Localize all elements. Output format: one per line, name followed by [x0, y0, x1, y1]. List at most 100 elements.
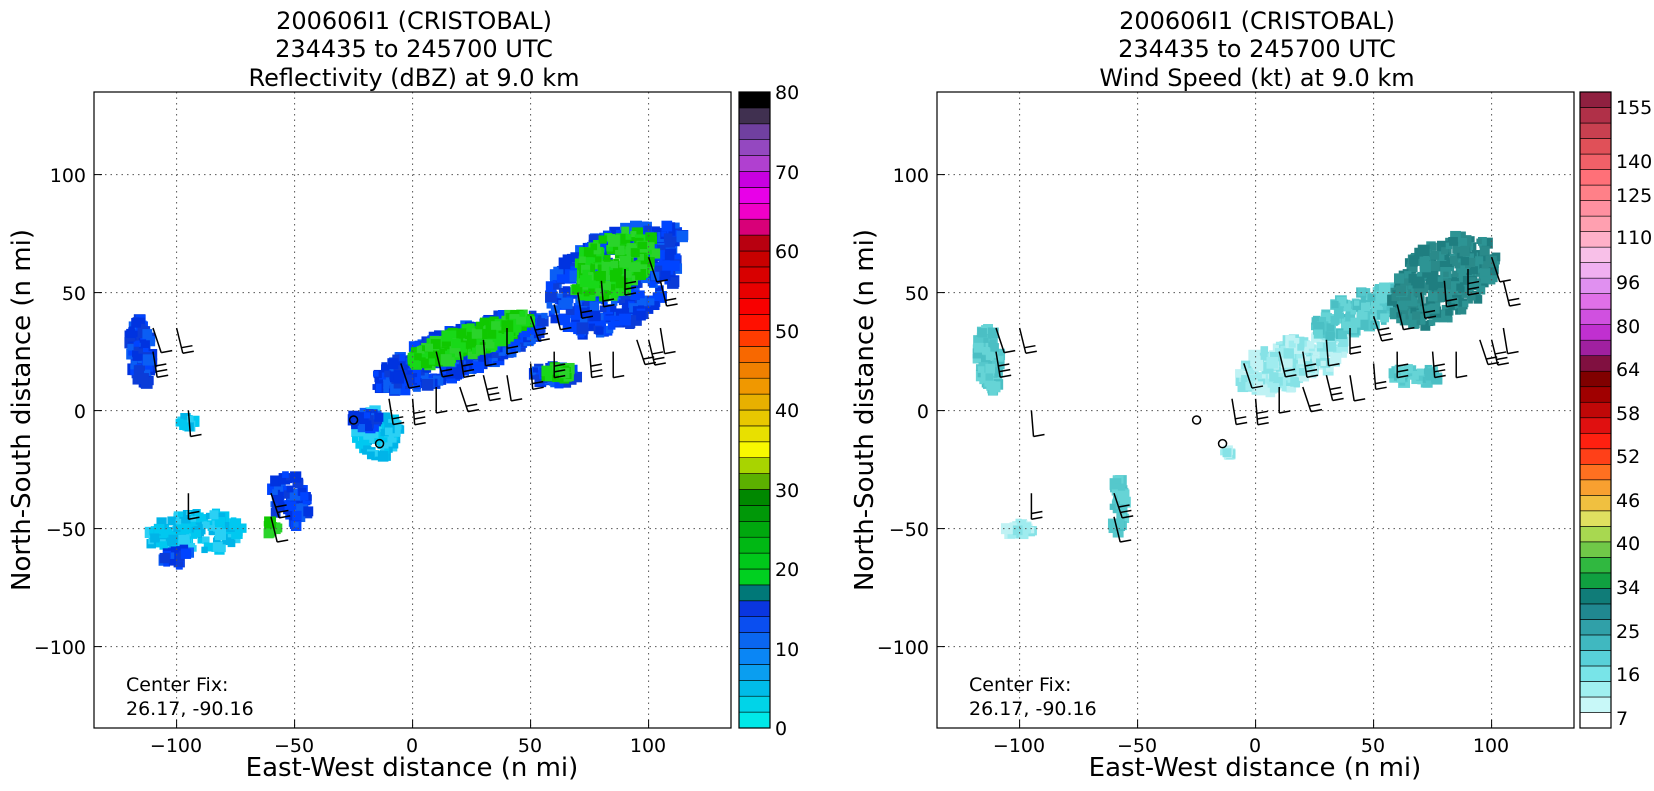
echo-cell	[541, 366, 552, 377]
colorbar-swatch	[739, 362, 770, 378]
colorbar-swatch	[739, 124, 770, 140]
echo-cell	[1317, 342, 1323, 348]
echo-cell	[394, 373, 404, 383]
echo-cell	[640, 242, 647, 249]
wind-barb	[507, 375, 522, 401]
echo-cell	[1476, 239, 1481, 244]
title-line-1: 200606I1 (CRISTOBAL)	[276, 7, 552, 35]
colorbar-swatch	[1580, 666, 1611, 682]
colorbar-swatch	[739, 251, 770, 267]
echo-cell	[126, 329, 135, 338]
wind-barb	[1020, 328, 1037, 353]
colorbar-swatch	[1580, 325, 1611, 341]
echo-cell	[621, 227, 629, 235]
echo-cell	[178, 535, 189, 546]
reflectivity-echoes	[124, 221, 688, 570]
title-line-2: 234435 to 245700 UTC	[275, 35, 553, 63]
colorbar-swatch	[1580, 712, 1611, 728]
wind-speed-field	[973, 231, 1501, 539]
echo-cell	[596, 271, 606, 281]
echo-cell	[1456, 283, 1463, 290]
colorbar-label: 7	[1616, 708, 1628, 730]
colorbar-label: 64	[1616, 359, 1640, 381]
colorbar-swatch	[739, 108, 770, 124]
echo-cell	[631, 248, 640, 257]
colorbar-swatch	[1580, 108, 1611, 124]
colorbar-label: 58	[1616, 403, 1640, 425]
echo-cell	[414, 353, 422, 361]
echo-cell	[1394, 273, 1404, 283]
colorbar-swatch	[1580, 650, 1611, 666]
echo-cell	[1438, 277, 1443, 282]
echo-cell	[533, 367, 538, 372]
echo-cell	[422, 379, 434, 391]
echo-cell	[519, 311, 525, 317]
y-tick-label: −50	[889, 519, 929, 541]
echo-cell	[138, 348, 143, 353]
plot-frame	[94, 92, 731, 728]
echo-cell	[1297, 344, 1304, 351]
echo-cell	[1267, 357, 1279, 369]
colorbar-swatch	[739, 299, 770, 315]
echo-cell	[383, 387, 389, 393]
echo-cell	[1294, 338, 1299, 343]
colorbar-swatch	[739, 156, 770, 172]
colorbar-swatch	[1580, 588, 1611, 604]
wind-barb	[613, 352, 624, 378]
echo-cell	[619, 256, 631, 268]
colorbar-labels: 155 140 125 110 96 80 64 58 52 46 40 34 …	[1616, 97, 1652, 730]
y-tick-label: 0	[74, 401, 86, 423]
wind-barb	[1303, 387, 1322, 412]
grid-lines	[94, 92, 731, 728]
echo-cell	[476, 322, 484, 330]
echo-cell	[1223, 448, 1232, 457]
colorbar-label: 110	[1616, 227, 1652, 249]
echo-cell	[1458, 306, 1466, 314]
echo-cell	[441, 354, 452, 365]
colorbar-label: 0	[775, 718, 787, 740]
center-fix-label: Center Fix:	[126, 674, 228, 696]
colorbar-label: 50	[775, 321, 799, 343]
colorbar-swatch	[1580, 418, 1611, 434]
echo-cell	[425, 344, 433, 352]
echo-cell	[429, 358, 435, 364]
center-fix-coords: 26.17, -90.16	[126, 698, 254, 720]
echo-cell	[1470, 266, 1478, 274]
echo-cell	[300, 492, 308, 500]
wind-barb	[1503, 328, 1518, 354]
echo-cell	[1321, 361, 1326, 366]
echo-cell	[563, 286, 570, 293]
colorbar-label: 46	[1616, 490, 1640, 512]
echo-cell	[1354, 300, 1359, 305]
echo-cell	[670, 248, 676, 254]
colorbar-label: 34	[1616, 577, 1640, 599]
echo-cell	[472, 361, 484, 373]
colorbar-swatch	[1580, 697, 1611, 713]
colorbar-swatch	[739, 187, 770, 203]
echo-cell	[610, 306, 616, 312]
echo-cell	[559, 257, 571, 269]
echo-cell	[1426, 381, 1431, 386]
colorbar-swatch	[1580, 542, 1611, 558]
colorbar-swatch	[1580, 247, 1611, 263]
title-line-1: 200606I1 (CRISTOBAL)	[1119, 7, 1395, 35]
echo-cell	[142, 329, 152, 339]
echo-cell	[160, 553, 170, 563]
colorbar-swatch	[1580, 464, 1611, 480]
echo-cell	[611, 290, 618, 297]
y-axis-label: North-South distance (n mi)	[7, 229, 37, 591]
echo-cell	[614, 321, 619, 326]
colorbar-swatch	[739, 649, 770, 665]
colorbar-swatch	[739, 617, 770, 633]
echo-cell	[209, 510, 218, 519]
y-axis-label: North-South distance (n mi)	[850, 229, 880, 591]
echo-cell	[367, 451, 375, 459]
y-tick-label: −100	[877, 637, 929, 659]
echo-cell	[985, 373, 993, 381]
y-tick-label: −50	[46, 519, 86, 541]
echo-cell	[561, 298, 572, 309]
colorbar-label: 40	[1616, 533, 1640, 555]
colorbar-swatch	[1580, 495, 1611, 511]
echo-cell	[1341, 352, 1347, 358]
colorbar-swatch	[1580, 216, 1611, 232]
